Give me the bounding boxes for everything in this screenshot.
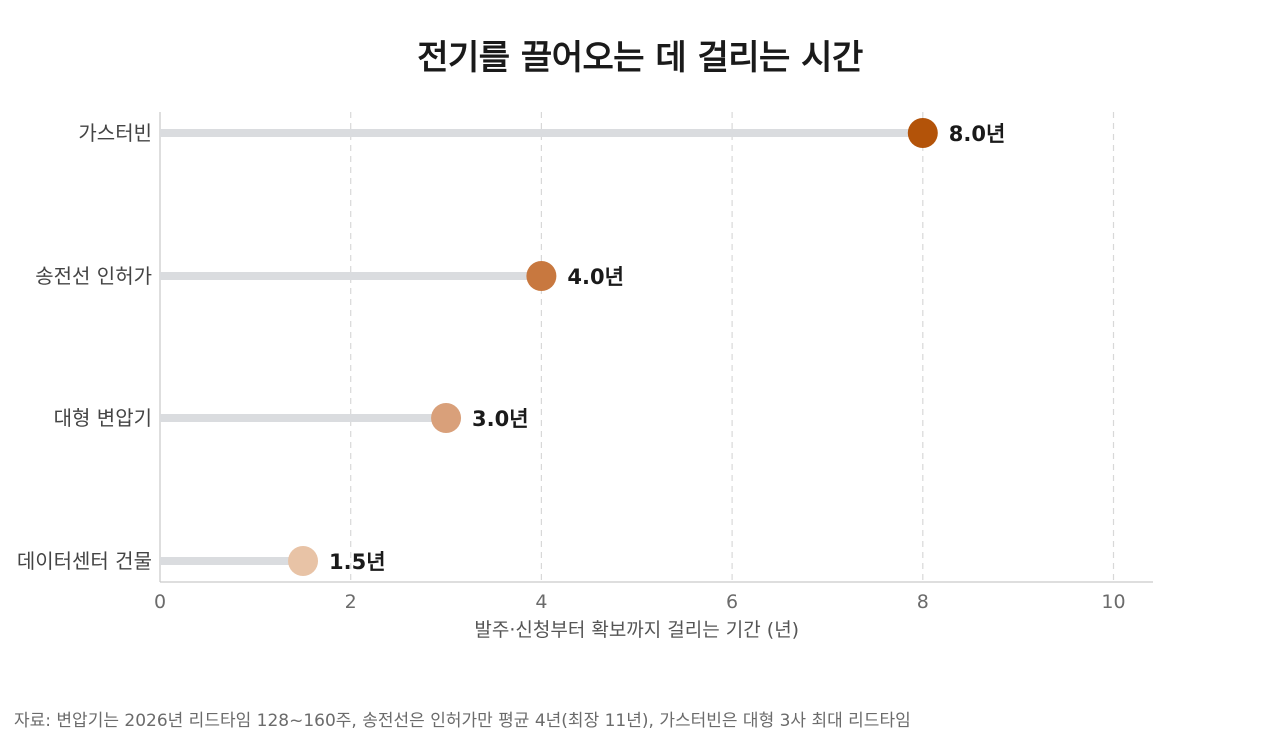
x-tick-label-10: 10 — [1101, 591, 1125, 613]
x-tick-label-0: 0 — [154, 591, 166, 613]
category-label-4: 데이터센터 건물 — [17, 549, 152, 573]
value-label-1: 8.0년 — [949, 122, 1006, 146]
x-tick-label-4: 4 — [535, 591, 547, 613]
labels: 0 2 4 6 8 10 발주·신청부터 확보까지 걸리는 기간 (년) 가스터빈 8.0년송전… — [17, 121, 1126, 641]
category-label-1: 가스터빈 — [78, 121, 152, 145]
dot-4 — [288, 546, 319, 576]
axes — [159, 112, 1153, 583]
value-label-2: 4.0년 — [567, 265, 624, 289]
grid-lines — [350, 112, 1115, 582]
chart-title: 전기를 끌어오는 데 걸리는 시간 — [417, 38, 863, 78]
x-tick-label-6: 6 — [726, 591, 738, 613]
category-label-2: 송전선 인허가 — [35, 264, 152, 288]
lollipop-stems — [160, 129, 923, 565]
x-axis-title: 발주·신청부터 확보까지 걸리는 기간 (년) — [474, 619, 799, 641]
value-label-4: 1.5년 — [329, 550, 386, 574]
dot-2 — [526, 261, 557, 291]
lollipop-chart: 0 2 4 6 8 10 발주·신청부터 확보까지 걸리는 기간 (년) 가스터빈 8.0년송전… — [17, 112, 1153, 641]
dot-1 — [907, 118, 938, 148]
source-note: 자료: 변압기는 2026년 리드타임 128~160주, 송전선은 인허가만 … — [14, 711, 911, 731]
value-label-3: 3.0년 — [472, 407, 529, 431]
x-tick-label-2: 2 — [345, 591, 357, 613]
dot-3 — [431, 403, 462, 433]
lollipop-dots — [288, 118, 938, 576]
category-label-3: 대형 변압기 — [54, 406, 152, 430]
x-tick-label-8: 8 — [917, 591, 929, 613]
